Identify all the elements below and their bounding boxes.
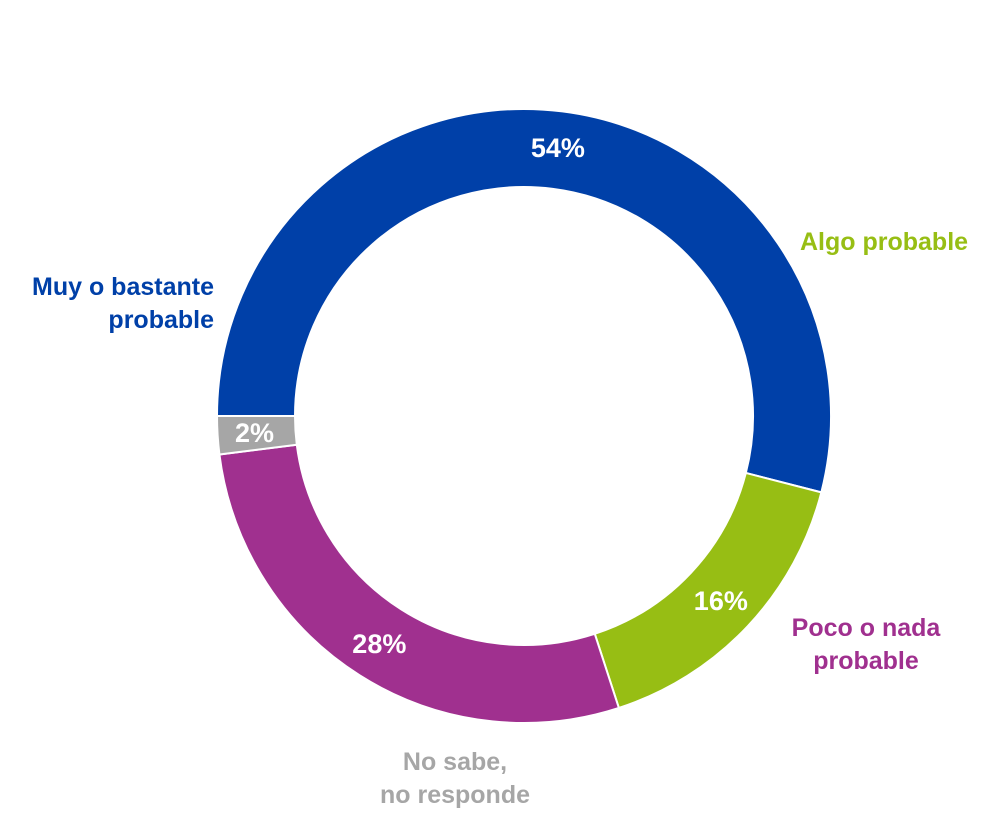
- value-label-poco-o-nada-probable: 28%: [352, 629, 406, 659]
- slice-poco-o-nada-probable: [218, 443, 621, 724]
- value-label-no-sabe-no-responde: 2%: [235, 418, 274, 448]
- slice-muy-o-bastante-probable: [215, 108, 832, 494]
- category-label-poco-o-nada-probable: Poco o nada probable: [791, 614, 941, 675]
- slice-no-sabe-no-responde: [215, 415, 298, 456]
- value-label-muy-o-bastante-probable: 54%: [531, 133, 585, 163]
- category-label-algo-probable: Algo probable: [800, 228, 969, 256]
- category-label-no-sabe-no-responde: No sabe, no responde: [379, 748, 530, 809]
- category-label-muy-o-bastante-probable: Muy o bastante probable: [32, 273, 214, 334]
- value-label-algo-probable: 16%: [694, 586, 748, 616]
